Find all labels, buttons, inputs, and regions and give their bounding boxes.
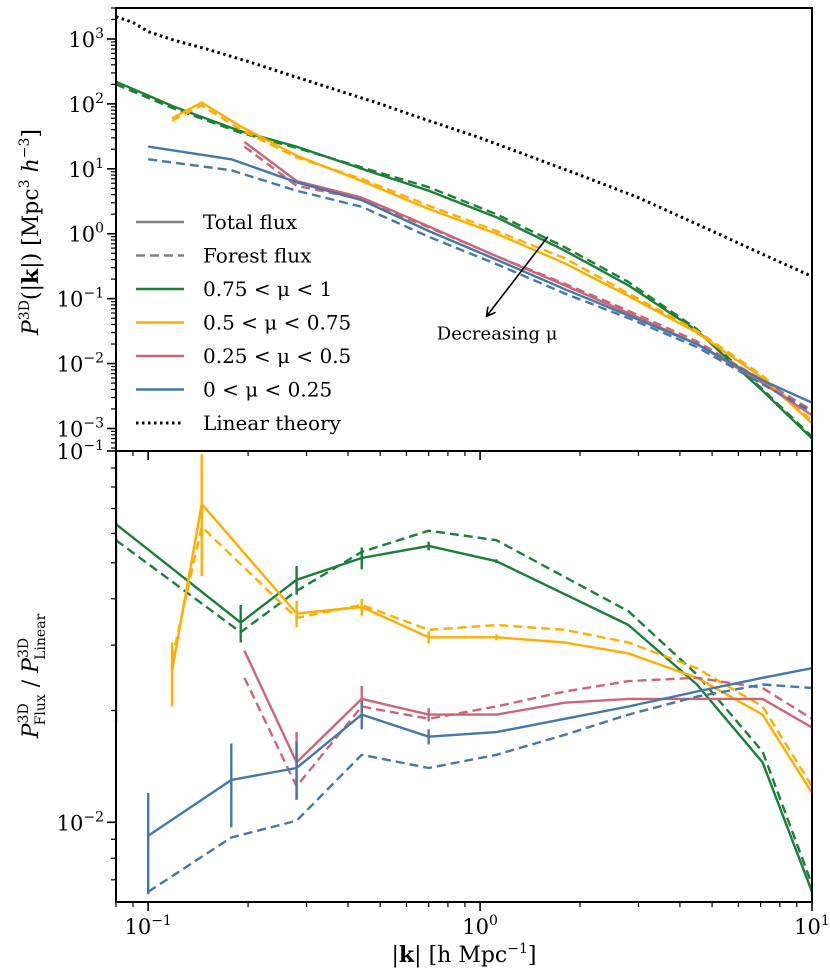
top-ylabel: P3D(|k|) [Mpc3 h−3] <box>17 129 44 336</box>
bottom-axes-frame <box>115 450 813 903</box>
annotation-arrow <box>487 236 549 316</box>
top-series-linear-theory <box>116 15 812 278</box>
legend-label-total-flux: Total flux <box>203 210 298 234</box>
top-ytick-label: 10−1 <box>57 286 104 312</box>
bottom-series-0-75-lt-mu-lt-1-forest <box>116 529 812 885</box>
legend: Total flux Forest flux 0.75 < μ < 1 0.5 < μ… <box>136 210 351 435</box>
top-ytick-label: 10−2 <box>57 351 104 377</box>
bottom-ytick-label: 10−2 <box>57 809 104 835</box>
bottom-series-0-lt-mu-lt-0-25-total <box>147 667 812 837</box>
bottom-series-0-5-lt-mu-lt-0-75-total <box>170 502 812 794</box>
top-series-0-5-lt-mu-lt-0-75-forest <box>171 104 812 422</box>
annotation-text: Decreasing μ <box>437 324 558 345</box>
top-series-0-lt-mu-lt-0-25-total <box>148 145 812 404</box>
top-series-0-lt-mu-lt-0-25-forest <box>148 158 812 413</box>
bottom-xtick-label: 10−1 <box>124 913 171 939</box>
legend-label-linear-theory: Linear theory <box>203 411 342 435</box>
decreasing-mu-annotation: Decreasing μ <box>437 236 558 345</box>
top-ytick-label: 102 <box>68 91 104 117</box>
top-series-0-5-lt-mu-lt-0-75-total <box>171 101 812 425</box>
bottom-series-0-75-lt-mu-lt-1-total <box>116 523 812 893</box>
legend-label-0-lt-mu-lt-0-25: 0 < μ < 0.25 <box>203 378 332 402</box>
top-ytick-label: 10−3 <box>57 415 104 441</box>
bottom-ylabel: P3DFlux / P3DLinear <box>16 613 49 739</box>
bottom-xtick-label: 101 <box>794 913 830 939</box>
legend-label-0-5-lt-mu-lt-0-75: 0.5 < μ < 0.75 <box>203 311 351 335</box>
top-ytick-label: 103 <box>68 26 104 52</box>
top-panel: 103 102 101 100 10−1 10−2 10−3 Total flux Fores… <box>17 7 813 460</box>
legend-label-0-25-lt-mu-lt-0-5: 0.25 < μ < 0.5 <box>203 344 351 368</box>
legend-label-0-75-lt-mu-lt-1: 0.75 < μ < 1 <box>203 277 332 301</box>
bottom-series-0-5-lt-mu-lt-0-75-forest <box>170 525 812 787</box>
top-ytick-label: 101 <box>68 156 104 182</box>
bottom-ytick-label: 10−1 <box>57 438 104 464</box>
bottom-series-0-25-lt-mu-lt-0-5-forest <box>243 676 812 788</box>
xlabel: |k| [h Mpc−1] <box>392 941 537 968</box>
bottom-series-0-25-lt-mu-lt-0-5-total <box>243 650 812 764</box>
top-ytick-label: 100 <box>68 221 104 247</box>
legend-label-forest-flux: Forest flux <box>203 244 312 268</box>
bottom-panel: 10−110−2 10−1 100 101 P3DFlux / P3DLinear … <box>16 438 830 968</box>
bottom-xtick-label: 100 <box>462 913 498 939</box>
bottom-series-0-lt-mu-lt-0-25-forest <box>147 683 812 893</box>
